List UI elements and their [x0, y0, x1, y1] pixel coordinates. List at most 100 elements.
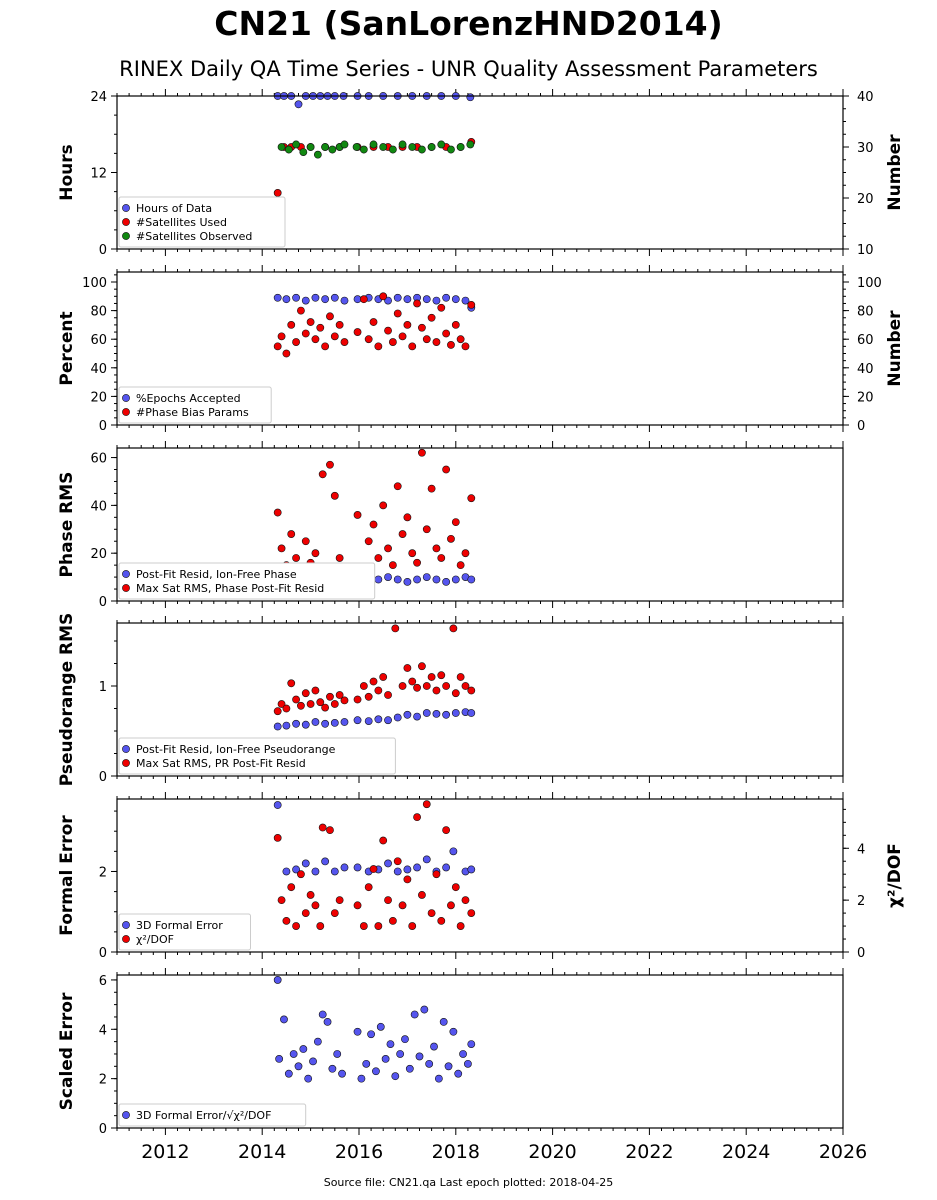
- panel-5-point-red: [379, 836, 388, 845]
- panel-5-point-red: [306, 891, 315, 899]
- panel-6-point-blue: [454, 1069, 463, 1078]
- panel-5-point-red: [432, 870, 441, 879]
- panel-1-ylabel-right: Number: [885, 134, 905, 211]
- panel-2-point-red: [369, 318, 378, 326]
- panel-1-point-green: [313, 150, 322, 159]
- panel-5-point-red: [451, 883, 460, 892]
- x-tick-label: 2024: [722, 1141, 770, 1163]
- panel-6-point-blue: [396, 1050, 405, 1058]
- panel-6-legend-label: 3D Formal Error/√χ²/DOF: [136, 1109, 271, 1122]
- panel-2-point-red: [408, 342, 417, 351]
- panel-2-point-blue: [330, 293, 339, 302]
- panel-3-point-blue: [403, 577, 412, 586]
- panel-5-legend-label: 3D Formal Error: [136, 919, 223, 932]
- panel-5-point-red: [467, 909, 476, 918]
- panel-5-point-blue: [449, 847, 458, 856]
- panel-2-point-red: [321, 342, 330, 351]
- panel-4-point-blue: [292, 719, 300, 728]
- panel-2-point-blue: [311, 293, 320, 302]
- panel-5-point-blue: [321, 857, 330, 866]
- source-footer: Source file: CN21.qa Last epoch plotted:…: [323, 1176, 614, 1189]
- panel-5-point-red: [287, 883, 296, 892]
- panel-2-legend: [118, 386, 272, 424]
- panel-2-point-red: [273, 342, 282, 351]
- panel-2-point-blue: [442, 293, 451, 302]
- panel-5-point-blue: [301, 859, 310, 868]
- panel-2-point-red: [292, 338, 300, 346]
- panel-2-point-red: [330, 332, 339, 341]
- panel-6-ytick-label: 6: [99, 974, 107, 989]
- panel-2-ytick-label: 60: [90, 333, 107, 348]
- panel-5-point-red: [427, 909, 436, 918]
- panel-2-point-red: [447, 341, 455, 349]
- panel-1-ylabel: Hours: [57, 144, 77, 201]
- panel-2-point-blue: [282, 295, 291, 304]
- panel-2-point-red: [427, 313, 436, 322]
- panel-1-legend: [118, 196, 286, 248]
- x-tick-label: 2022: [625, 1141, 673, 1163]
- panel-3-point-blue: [384, 573, 392, 581]
- panel-5-point-blue: [273, 801, 282, 809]
- panel-5-point-red: [359, 922, 368, 930]
- panel-5-legend-marker: [122, 935, 130, 943]
- panel-5-point-blue: [393, 867, 402, 876]
- panel-4-point-red: [282, 704, 291, 713]
- panel-6-point-blue: [420, 1005, 429, 1014]
- panel-1-ytick-label: 12: [90, 167, 107, 182]
- panel-4-point-blue: [467, 709, 476, 717]
- panel-3-point-red: [330, 491, 339, 500]
- panel-3-point-blue: [442, 577, 451, 586]
- panel-2-point-red: [335, 321, 344, 329]
- panel-6-point-blue: [323, 1017, 332, 1026]
- x-tick-label: 2014: [238, 1141, 286, 1163]
- panel-3-point-red: [461, 549, 470, 558]
- panel-5-point-red: [364, 883, 373, 892]
- panel-2-ytick-label: 100: [82, 276, 107, 291]
- panel-4-point-red: [277, 700, 286, 708]
- panel-3-legend-label: Post-Fit Resid, Ion-Free Phase: [136, 568, 297, 581]
- panel-5-point-red: [297, 870, 305, 879]
- panel-3-point-blue: [432, 575, 441, 584]
- panel-5-point-red: [311, 901, 320, 910]
- panel-4-point-red: [287, 679, 296, 688]
- panel-4-point-red: [449, 624, 458, 633]
- panel-2-point-red: [326, 312, 334, 321]
- panel-3-point-red: [335, 554, 344, 562]
- panel-3-point-red: [287, 530, 296, 538]
- panel-6-point-blue: [386, 1040, 395, 1048]
- panel-4-point-red: [306, 700, 315, 708]
- panel-5-point-red: [408, 922, 417, 930]
- panel-3-point-red: [292, 554, 300, 562]
- panel-5-point-red: [437, 916, 446, 925]
- panel-6-legend: [118, 1103, 307, 1127]
- panel-5-ylabel: Formal Error: [57, 815, 77, 936]
- panel-1-point-green: [306, 143, 315, 151]
- panel-2-point-red: [287, 321, 296, 329]
- panel-1-point-green: [352, 143, 361, 151]
- panel-2-point-red: [340, 338, 349, 346]
- panel-3-point-red: [326, 460, 334, 469]
- panel-5-point-red: [403, 875, 412, 884]
- panel-4-point-blue: [330, 719, 339, 727]
- panel-2-point-blue: [422, 295, 431, 304]
- panel-2-point-red: [432, 338, 441, 346]
- panel-2-ytick-label-right: 60: [857, 333, 874, 348]
- panel-4-point-blue: [311, 718, 320, 726]
- panel-5-point-blue: [353, 863, 362, 872]
- panel-6-point-blue: [463, 1059, 472, 1068]
- panel-3-point-red: [388, 561, 397, 570]
- panel-2-legend-label: %Epochs Accepted: [136, 392, 241, 405]
- panel-5-ytick-label-right: 2: [857, 894, 865, 909]
- panel-5-point-red: [413, 813, 421, 822]
- panel-6-point-blue: [362, 1059, 371, 1068]
- panel-3-point-red: [427, 484, 436, 493]
- panel-5-legend-marker: [122, 921, 130, 929]
- panel-6-ytick-label: 0: [99, 1122, 107, 1137]
- panel-1-point-green: [359, 145, 368, 154]
- panel-4-point-red: [311, 686, 320, 695]
- panel-3-point-red: [418, 448, 426, 457]
- panel-4-point-blue: [340, 718, 349, 726]
- panel-1-ytick-label-right: 40: [857, 90, 874, 105]
- panel-2-point-red: [311, 335, 320, 344]
- panel-4-point-red: [403, 664, 412, 672]
